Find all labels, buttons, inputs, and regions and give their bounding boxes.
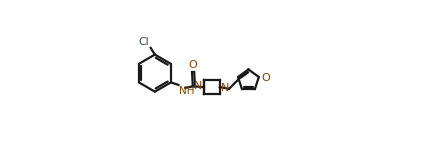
Text: O: O [262,73,270,83]
Text: N: N [194,81,202,91]
Text: Cl: Cl [139,37,150,47]
Text: O: O [189,60,198,70]
Text: N: N [221,83,229,93]
Text: NH: NH [179,86,195,96]
